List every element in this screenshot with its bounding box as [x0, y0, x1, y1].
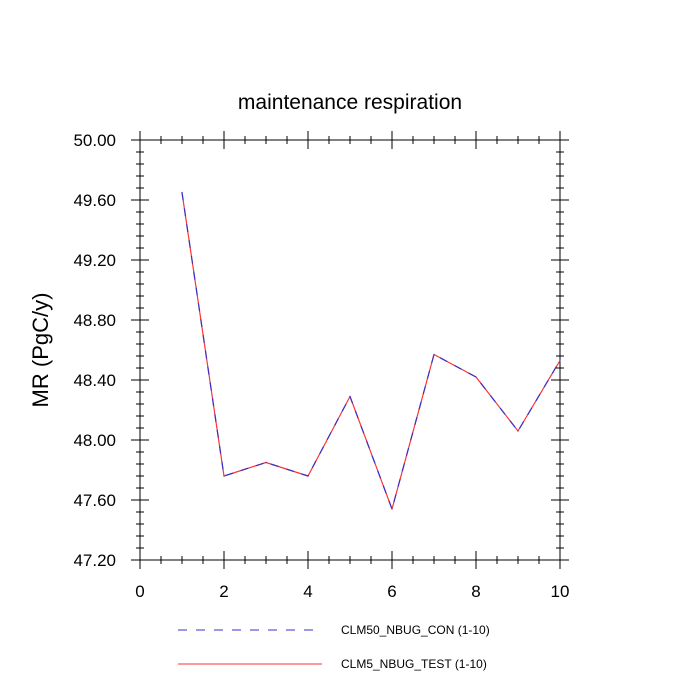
y-tick-label: 48.80	[73, 311, 116, 330]
y-tick-label: 49.20	[73, 251, 116, 270]
y-tick-label: 48.00	[73, 431, 116, 450]
data-point	[181, 191, 183, 194]
series-line-1	[181, 192, 561, 510]
data-point	[559, 359, 561, 362]
data-point	[265, 461, 267, 464]
series-line-2	[181, 192, 561, 510]
data-point	[433, 353, 435, 356]
y-tick-label: 47.60	[73, 491, 116, 510]
x-tick-label: 6	[387, 582, 396, 601]
x-tick-label: 4	[303, 582, 312, 601]
x-tick-label: 10	[551, 582, 570, 601]
data-point	[349, 395, 351, 398]
y-tick-label: 48.40	[73, 371, 116, 390]
legend-label-1: CLM50_NBUG_CON (1-10)	[341, 623, 490, 637]
major-ticks	[131, 131, 569, 569]
data-point	[307, 475, 309, 477]
data-point	[391, 508, 393, 510]
data-point	[223, 475, 225, 477]
x-tick-label: 0	[135, 582, 144, 601]
plot-frame	[139, 139, 561, 561]
data-point	[475, 376, 477, 378]
x-tick-label: 2	[219, 582, 228, 601]
data-point	[517, 430, 519, 432]
series-lines	[181, 191, 561, 510]
y-tick-label: 50.00	[73, 131, 116, 150]
chart-title: maintenance respiration	[238, 91, 462, 114]
x-tick-label: 8	[471, 582, 480, 601]
y-tick-label: 47.20	[73, 551, 116, 570]
legend-label-2: CLM5_NBUG_TEST (1-10)	[341, 657, 487, 671]
minor-ticks	[136, 136, 564, 564]
legend: CLM50_NBUG_CON (1-10) CLM5_NBUG_TEST (1-1…	[178, 623, 490, 671]
tick-labels: 0 2 4 6 8 10 47.20 47.60 48.00 48.40 48.80 49.20 49.…	[73, 131, 569, 601]
y-tick-label: 49.60	[73, 191, 116, 210]
y-axis-label: MR (PgC/y)	[28, 293, 53, 408]
